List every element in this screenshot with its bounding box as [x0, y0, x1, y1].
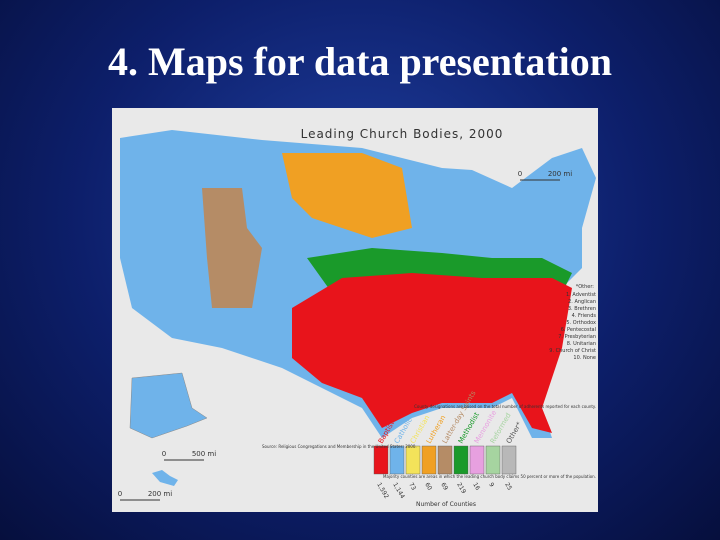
scale-label: 500 mi: [192, 450, 216, 458]
legend-count: 9: [487, 482, 495, 489]
alaska: [129, 372, 208, 439]
map: Leading Church Bodies, 2000 0 200 mi 0 500 m…: [112, 108, 598, 512]
legend-swatch: [437, 445, 453, 475]
other-item: 2. Anglican: [568, 299, 596, 305]
legend-axis-label: Number of Counties: [416, 501, 476, 508]
region-lutheran: [282, 153, 412, 238]
hawaii: [152, 470, 178, 486]
legend-count: 16: [471, 482, 481, 492]
other-item: 6. Pentecostal: [561, 327, 596, 333]
slide-title: 4. Maps for data presentation: [107, 39, 613, 84]
other-item: 9. Church of Christ: [549, 348, 596, 354]
legend-swatch: [389, 445, 405, 475]
legend-count: 219: [455, 482, 467, 496]
legend-swatch: [501, 445, 517, 475]
scale-label: 0: [518, 170, 522, 178]
legend-swatch: [453, 445, 469, 475]
other-item: 5. Orthodox: [566, 320, 596, 326]
legend-count: 73: [407, 482, 417, 492]
legend-swatch: [485, 445, 501, 475]
note: Majority counties are areas in which the…: [383, 474, 596, 479]
region-baptist: [292, 273, 572, 433]
scale-label: 0: [162, 450, 166, 458]
other-item: 8. Unitarian: [567, 341, 596, 347]
map-title: Leading Church Bodies, 2000: [301, 127, 504, 141]
note: County designations are based on the tot…: [414, 404, 596, 409]
source: Source: Religious Congregations and Memb…: [262, 444, 417, 449]
scale-label: 200 mi: [148, 490, 172, 498]
legend-count: 25: [503, 482, 513, 492]
other-title: *Other:: [576, 284, 595, 290]
legend-swatch: [421, 445, 437, 475]
region-lds: [202, 188, 262, 308]
other-item: 1. Adventist: [566, 292, 596, 298]
legend-count: 60: [423, 482, 433, 492]
scale-label: 200 mi: [548, 170, 572, 178]
other-item: 3. Brethren: [568, 306, 596, 312]
other-item: 10. None: [573, 355, 596, 361]
legend-count: 69: [439, 482, 449, 492]
legend-swatch: [373, 445, 389, 475]
legend-swatch: [405, 445, 421, 475]
other-item: 7. Presbyterian: [558, 334, 596, 340]
legend-swatch: [469, 445, 485, 475]
other-item: 4. Friends: [572, 313, 597, 319]
scale-label: 0: [118, 490, 122, 498]
